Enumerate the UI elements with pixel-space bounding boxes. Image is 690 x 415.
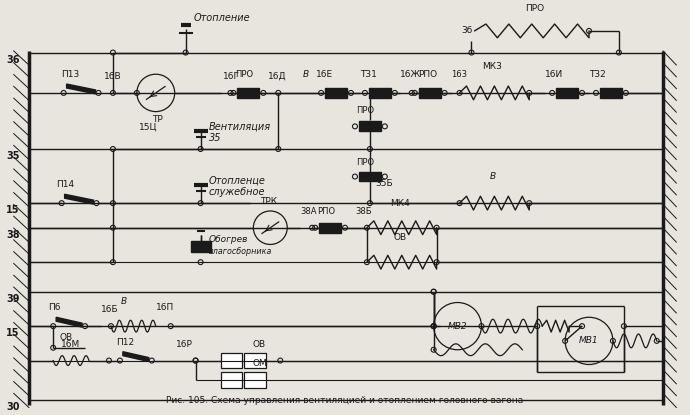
Text: 3б: 3б	[461, 26, 472, 35]
Text: служебное: служебное	[208, 187, 265, 197]
Bar	[600, 88, 622, 98]
Text: Рис. 105. Схема управления вентиляцией и отоплением головного вагона: Рис. 105. Схема управления вентиляцией и…	[166, 396, 524, 405]
Bar	[319, 223, 341, 233]
Text: 16Б: 16Б	[101, 305, 119, 314]
Text: 15Ц: 15Ц	[139, 122, 157, 132]
Text: МВ1: МВ1	[579, 337, 599, 345]
Text: В: В	[303, 70, 309, 79]
Text: 16Е: 16Е	[316, 70, 333, 79]
Bar	[359, 172, 381, 181]
Bar	[325, 88, 347, 98]
Text: 16И: 16И	[545, 70, 564, 79]
Text: 38Б: 38Б	[355, 207, 372, 216]
Text: В: В	[489, 173, 495, 181]
Text: МВ2: МВ2	[448, 322, 467, 331]
Text: 16М: 16М	[61, 340, 81, 349]
Text: ОВ: ОВ	[59, 333, 72, 342]
Bar	[419, 88, 441, 98]
Polygon shape	[56, 317, 82, 327]
Text: П6: П6	[48, 303, 61, 312]
Bar	[221, 372, 242, 388]
Text: ПРО: ПРО	[235, 70, 253, 79]
Text: 38А: 38А	[300, 207, 317, 216]
Text: ОВ: ОВ	[253, 340, 266, 349]
Text: Отопление: Отопление	[194, 13, 250, 23]
Bar	[237, 88, 259, 98]
Text: РПО: РПО	[317, 207, 335, 216]
Text: 15: 15	[6, 205, 20, 215]
Bar	[190, 241, 210, 252]
Text: 30: 30	[6, 402, 20, 412]
Text: ОМ: ОМ	[253, 359, 267, 369]
Text: Т31: Т31	[360, 70, 377, 79]
Text: 16Р: 16Р	[176, 340, 193, 349]
Text: 15: 15	[6, 328, 20, 338]
Text: П12: П12	[116, 338, 134, 347]
Polygon shape	[65, 194, 94, 204]
Bar	[244, 353, 266, 369]
Text: 16Ж: 16Ж	[400, 70, 421, 79]
Text: ПРО: ПРО	[524, 4, 544, 13]
Text: П14: П14	[56, 181, 75, 189]
Text: Обогрев: Обогрев	[208, 235, 248, 244]
Text: Т32: Т32	[589, 70, 606, 79]
Text: ПРО: ПРО	[356, 158, 374, 167]
Bar	[556, 88, 578, 98]
Text: 35: 35	[208, 133, 221, 143]
Text: влагосборника: влагосборника	[208, 247, 272, 256]
Text: 16П: 16П	[156, 303, 174, 312]
Text: В: В	[121, 298, 127, 306]
Polygon shape	[67, 84, 95, 94]
Text: П13: П13	[61, 70, 79, 79]
Text: 163: 163	[451, 70, 468, 79]
Bar	[369, 88, 391, 98]
Text: 16В: 16В	[104, 72, 121, 81]
Text: 36: 36	[6, 54, 20, 64]
Text: Вентиляция: Вентиляция	[208, 121, 270, 131]
Text: 16Г: 16Г	[222, 72, 239, 81]
Text: 35Б: 35Б	[375, 179, 393, 188]
Text: РПО: РПО	[417, 70, 437, 79]
Text: МК4: МК4	[390, 199, 410, 208]
Text: ПРО: ПРО	[356, 105, 374, 115]
Text: ТРК: ТРК	[260, 197, 277, 206]
Text: 16Д: 16Д	[268, 72, 287, 81]
Text: 39: 39	[6, 294, 20, 304]
Polygon shape	[123, 352, 149, 361]
Bar	[359, 122, 381, 131]
Text: 35: 35	[6, 151, 20, 161]
Text: 38: 38	[6, 229, 20, 240]
Text: ТР: ТР	[152, 115, 163, 124]
Text: Отопленце: Отопленце	[208, 176, 266, 186]
Text: МК3: МК3	[482, 62, 502, 71]
Bar	[221, 353, 242, 369]
Bar	[244, 372, 266, 388]
Text: ОВ: ОВ	[393, 234, 406, 242]
